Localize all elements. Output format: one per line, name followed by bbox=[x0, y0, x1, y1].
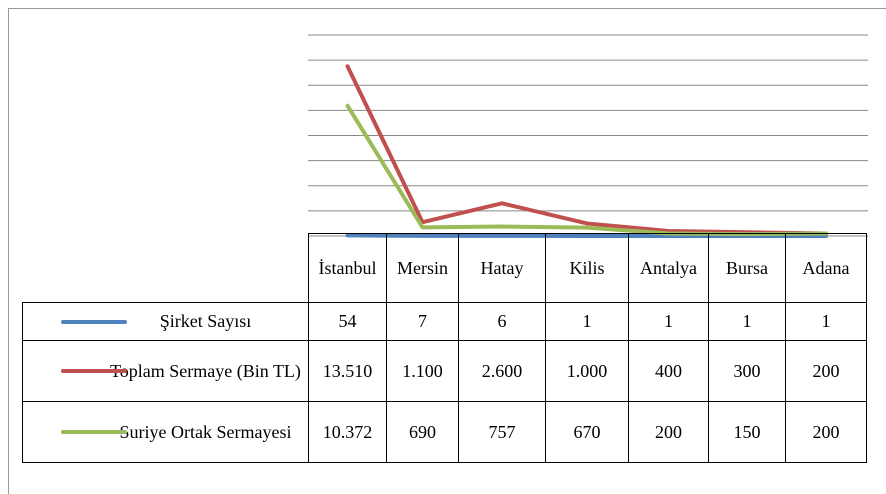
data-table: İstanbul Mersin Hatay Kilis Antalya Bursa Adan… bbox=[22, 233, 867, 463]
category-cell: Bursa bbox=[708, 233, 786, 303]
value-cell: 690 bbox=[386, 401, 459, 463]
value-cell: 6 bbox=[458, 302, 546, 341]
series-name-cell: Toplam Sermaye (Bin TL) bbox=[22, 340, 309, 402]
series-name-cell: Suriye Ortak Sermayesi bbox=[22, 401, 309, 463]
value-cell: 150 bbox=[708, 401, 786, 463]
value-cell: 300 bbox=[708, 340, 786, 402]
value-cell: 13.510 bbox=[308, 340, 387, 402]
value-cell: 1 bbox=[628, 302, 709, 341]
series-row: Toplam Sermaye (Bin TL) 13.510 1.100 2.600 1… bbox=[22, 340, 867, 402]
legend-label: Suriye Ortak Sermayesi bbox=[119, 421, 292, 442]
value-cell: 1 bbox=[545, 302, 629, 341]
series-name-cell: Şirket Sayısı bbox=[22, 302, 309, 341]
value-cell: 200 bbox=[628, 401, 709, 463]
value-cell: 1 bbox=[785, 302, 867, 341]
value-cell: 670 bbox=[545, 401, 629, 463]
value-cell: 10.372 bbox=[308, 401, 387, 463]
legend-key bbox=[61, 430, 127, 434]
legend-key bbox=[61, 369, 127, 373]
category-cell: Antalya bbox=[628, 233, 709, 303]
value-cell: 1.100 bbox=[386, 340, 459, 402]
legend-key bbox=[61, 319, 127, 324]
value-cell: 2.600 bbox=[458, 340, 546, 402]
series-row: Şirket Sayısı 54 7 6 1 1 1 1 bbox=[22, 302, 867, 341]
value-cell: 1 bbox=[708, 302, 786, 341]
series-line bbox=[345, 64, 828, 236]
legend-label: Şirket Sayısı bbox=[159, 311, 252, 331]
category-cell: Kilis bbox=[545, 233, 629, 303]
frame bbox=[8, 8, 886, 494]
legend-label: Toplam Sermaye (Bin TL) bbox=[110, 360, 301, 381]
category-cell: İstanbul bbox=[308, 233, 387, 303]
category-cell: Hatay bbox=[458, 233, 546, 303]
blank-cell bbox=[22, 233, 309, 303]
series-row: Suriye Ortak Sermayesi 10.372 690 757 670 200… bbox=[22, 401, 867, 463]
header-row: İstanbul Mersin Hatay Kilis Antalya Bursa Adan… bbox=[22, 233, 867, 303]
value-cell: 1.000 bbox=[545, 340, 629, 402]
value-cell: 757 bbox=[458, 401, 546, 463]
value-cell: 200 bbox=[785, 401, 867, 463]
value-cell: 400 bbox=[628, 340, 709, 402]
value-cell: 200 bbox=[785, 340, 867, 402]
value-cell: 7 bbox=[386, 302, 459, 341]
category-cell: Adana bbox=[785, 233, 867, 303]
value-cell: 54 bbox=[308, 302, 387, 341]
category-cell: Mersin bbox=[386, 233, 459, 303]
